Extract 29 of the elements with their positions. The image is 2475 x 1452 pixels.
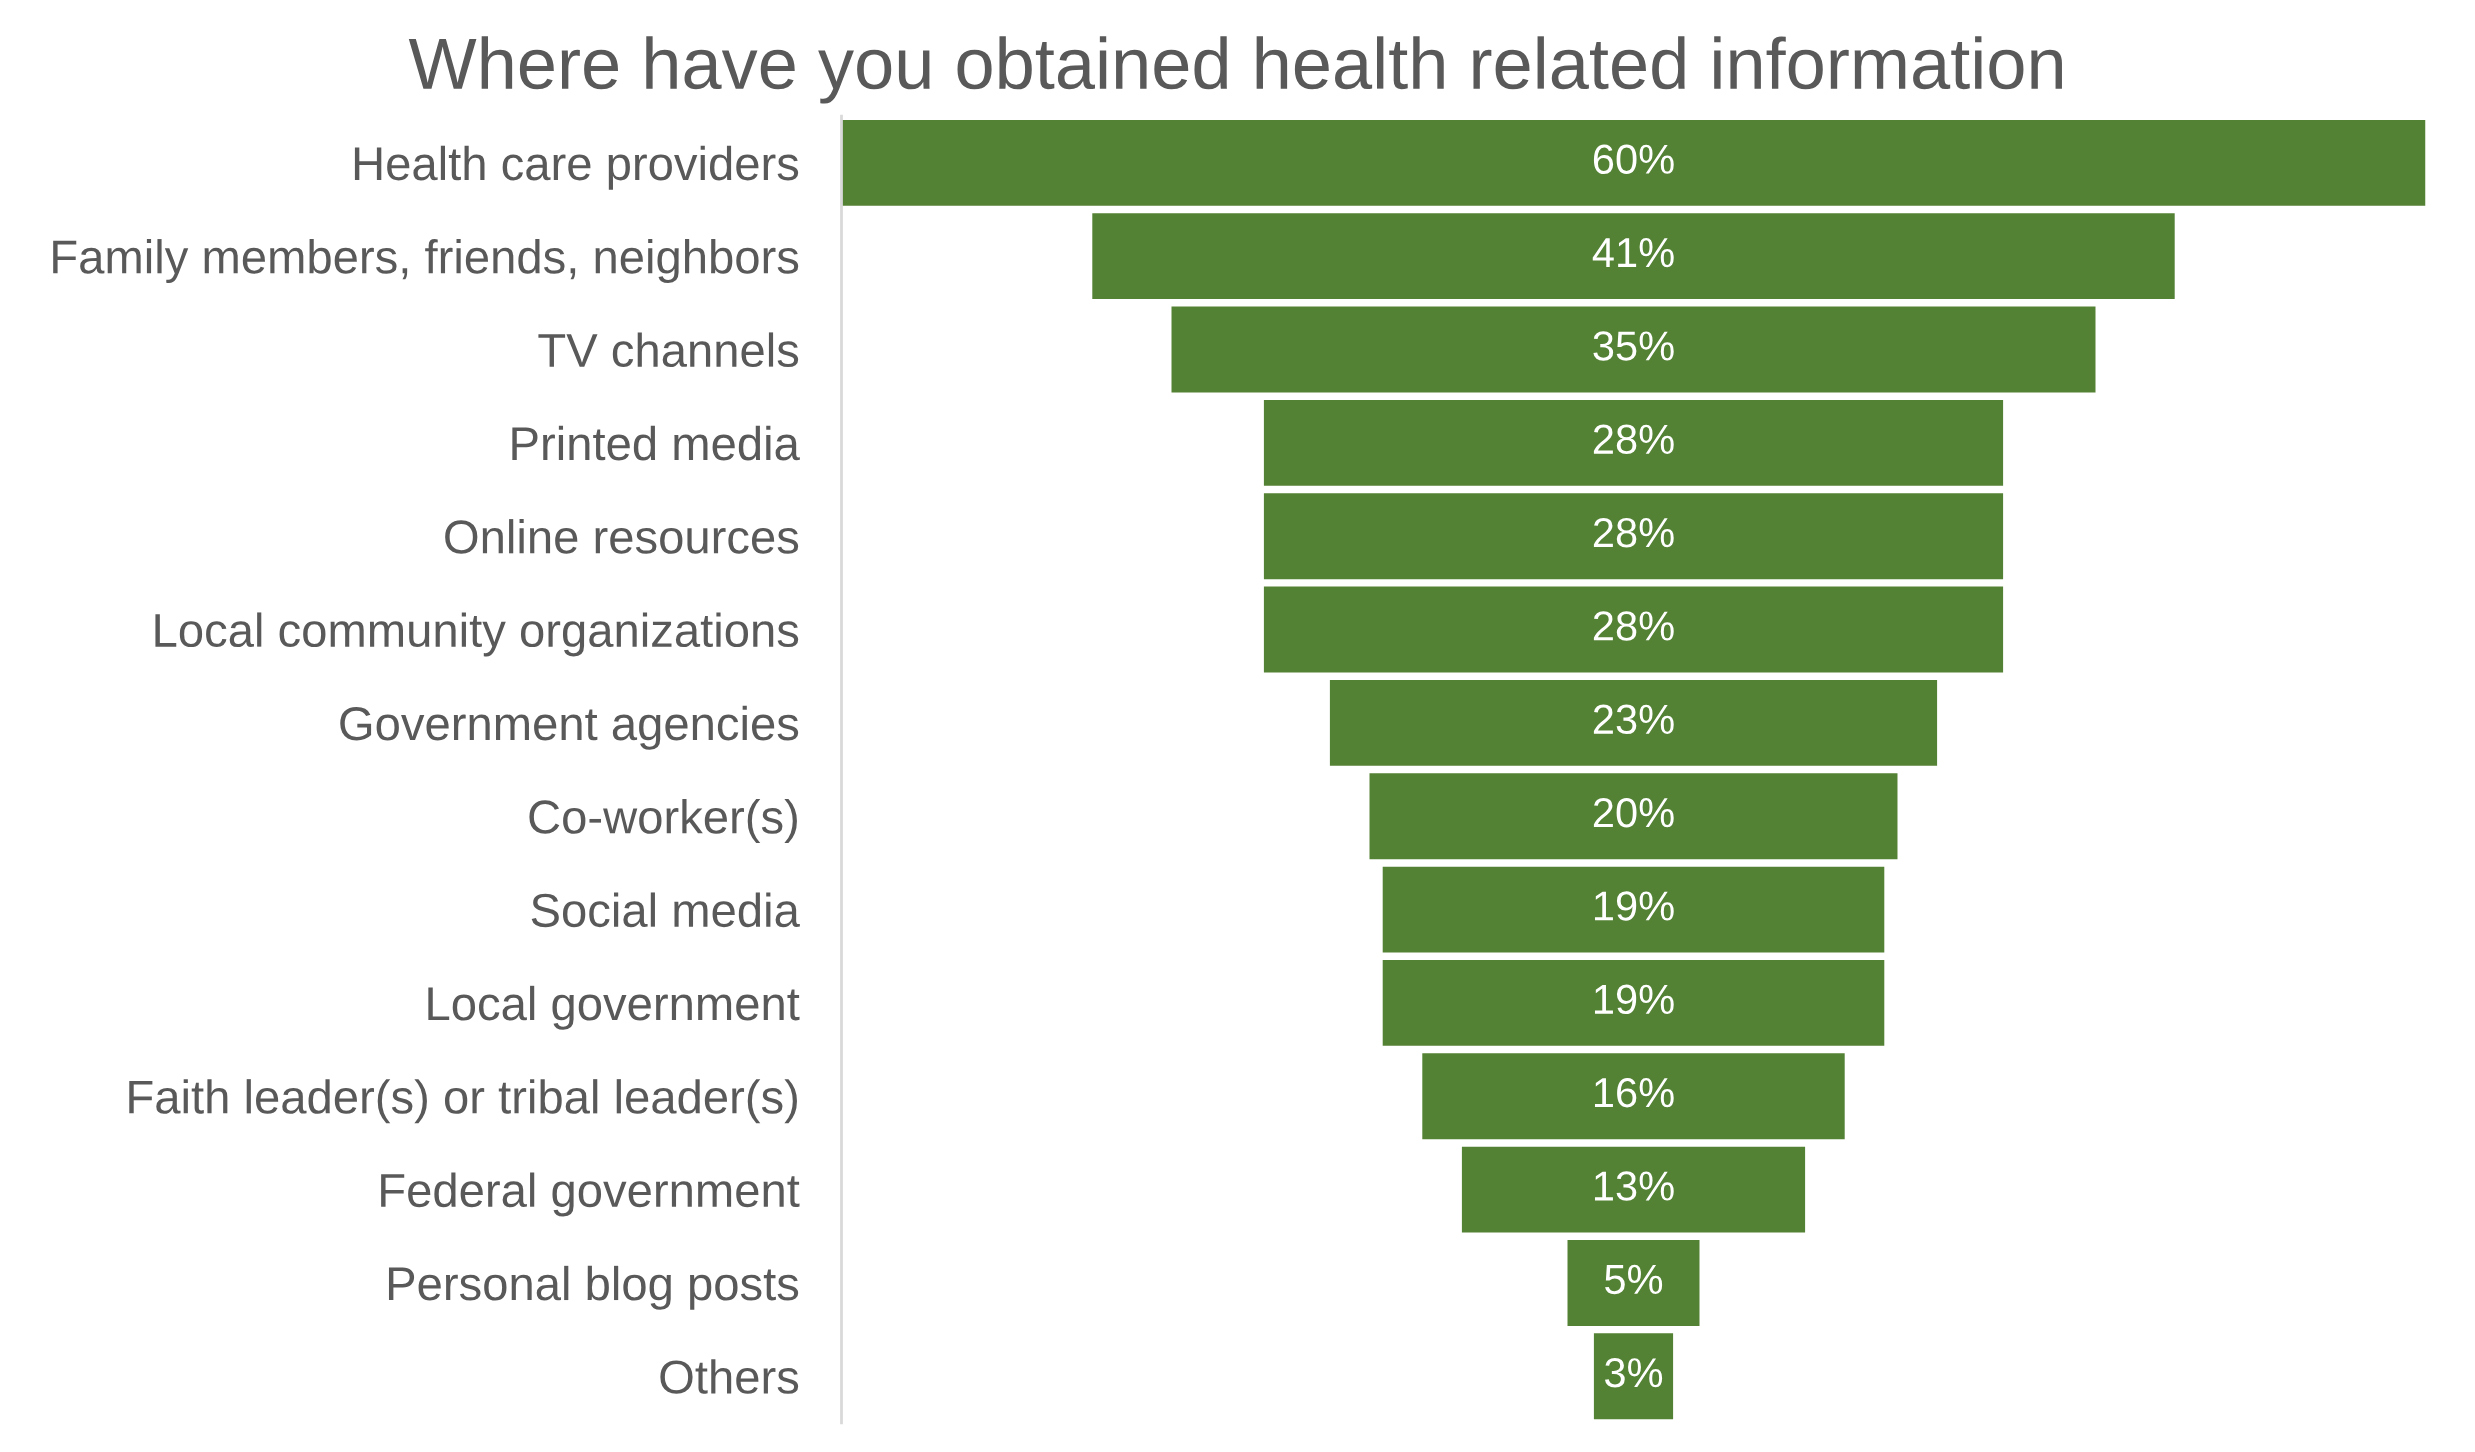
data-label: 5% (1605, 1264, 1663, 1295)
category-label: Printed media (512, 425, 800, 461)
data-label: 35% (1593, 331, 1674, 361)
data-label: 41% (1592, 238, 1674, 268)
category-label: Health care providers (354, 145, 799, 190)
category-label: Government agencies (340, 705, 799, 750)
data-label: 13% (1594, 1171, 1674, 1201)
data-label: 16% (1594, 1077, 1674, 1108)
data-label: 28% (1593, 424, 1674, 455)
category-label: Co-worker(s) (529, 799, 797, 844)
data-label: 60% (1593, 144, 1674, 175)
data-label: 28% (1593, 611, 1674, 641)
category-label: Local community organizations (155, 612, 799, 657)
text: Where have you obtained health related information (408, 36, 2062, 104)
data-label: 19% (1594, 984, 1674, 1015)
category-label: Others (660, 1359, 799, 1394)
category-label: Faith leader(s) or tribal leader(s) (129, 1079, 797, 1124)
category-label: Family members, friends, neighbors (53, 239, 799, 284)
category-label: TV channels (538, 332, 799, 368)
data-label: 23% (1593, 704, 1674, 735)
data-label: 3% (1604, 1357, 1663, 1388)
category-label: Personal blog posts (388, 1265, 799, 1310)
data-label: 28% (1593, 517, 1674, 548)
category-label: Federal government (381, 1172, 800, 1217)
category-label: Online resources (445, 519, 799, 554)
data-label: 19% (1594, 891, 1674, 921)
category-label: Social media (531, 892, 800, 928)
category-label: Local government (428, 985, 800, 1030)
data-label: 20% (1593, 797, 1674, 828)
